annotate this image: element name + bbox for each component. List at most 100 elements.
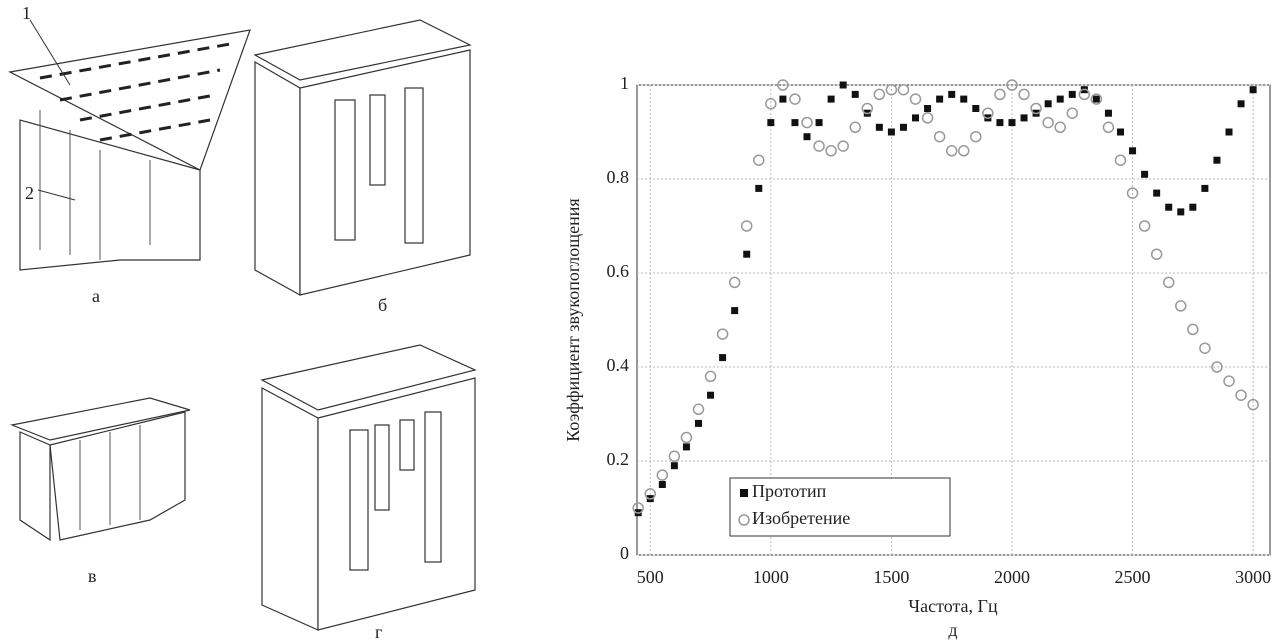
- point: [839, 81, 847, 89]
- point: [680, 431, 693, 444]
- point: [779, 95, 787, 103]
- point: [924, 105, 932, 112]
- point: [731, 307, 739, 315]
- point: [1247, 398, 1259, 411]
- x-tick-label: 2000: [994, 567, 1030, 587]
- point: [1126, 187, 1139, 199]
- x-tick-label: 3000: [1235, 567, 1271, 587]
- point: [1066, 107, 1079, 119]
- point: [1187, 323, 1199, 336]
- panel-label: д: [948, 620, 957, 640]
- point: [1141, 170, 1149, 178]
- y-tick-label: 0.6: [607, 261, 630, 281]
- point: [801, 116, 813, 129]
- point: [912, 114, 920, 122]
- point: [644, 488, 657, 500]
- point: [728, 276, 741, 289]
- point: [1044, 100, 1052, 108]
- point: [1189, 203, 1197, 211]
- callout: 2: [25, 183, 34, 203]
- panel-label: г: [375, 622, 382, 642]
- point: [873, 88, 886, 101]
- point: [1129, 147, 1137, 155]
- drawing-v: [9, 397, 191, 542]
- point: [1114, 154, 1127, 166]
- point: [825, 145, 837, 157]
- point: [875, 123, 883, 131]
- point: [767, 119, 775, 127]
- point: [1249, 86, 1257, 94]
- x-tick-label: 1500: [873, 567, 909, 587]
- point: [945, 145, 958, 157]
- point: [753, 154, 765, 166]
- point: [970, 130, 982, 143]
- point: [899, 123, 907, 131]
- point: [849, 121, 861, 134]
- point: [1162, 276, 1175, 289]
- point: [957, 145, 970, 157]
- point: [1030, 102, 1042, 115]
- point: [1006, 79, 1018, 91]
- point: [1153, 189, 1161, 197]
- legend-label: Прототип: [752, 481, 827, 501]
- point: [791, 119, 799, 127]
- point: [1104, 109, 1112, 117]
- y-axis-label: Коэффициент звукопоглощения: [563, 198, 583, 441]
- legend-box: [729, 477, 951, 537]
- panel-label: б: [378, 295, 387, 315]
- point: [682, 443, 690, 451]
- point: [1078, 88, 1091, 101]
- point: [996, 119, 1004, 127]
- x-tick-label: 500: [637, 567, 664, 587]
- legend-label: Изобретение: [752, 508, 850, 528]
- point: [1175, 300, 1187, 312]
- point: [719, 354, 727, 362]
- point: [692, 403, 705, 416]
- point: [1199, 342, 1211, 354]
- point: [1213, 156, 1221, 164]
- point: [909, 93, 922, 105]
- point: [740, 220, 753, 232]
- point: [897, 83, 910, 96]
- point: [789, 93, 801, 105]
- point: [1092, 95, 1100, 103]
- point: [1054, 121, 1066, 134]
- point: [668, 450, 681, 463]
- point: [885, 83, 898, 96]
- x-tick-label: 2500: [1115, 567, 1151, 587]
- point: [887, 128, 895, 136]
- point: [1237, 100, 1245, 108]
- point: [1235, 389, 1247, 401]
- point: [1018, 88, 1030, 101]
- point: [1225, 128, 1233, 136]
- point: [716, 328, 729, 340]
- point: [1165, 203, 1173, 211]
- point: [755, 184, 763, 192]
- drawing-g: [260, 344, 477, 631]
- point: [670, 462, 678, 470]
- point: [1008, 119, 1016, 127]
- point: [815, 119, 823, 127]
- x-tick-label: 1000: [753, 567, 789, 587]
- point: [1068, 90, 1076, 98]
- point: [743, 250, 751, 258]
- y-tick-label: 0.4: [607, 355, 630, 375]
- panel-label: в: [88, 566, 97, 586]
- point: [777, 79, 789, 91]
- point: [972, 105, 980, 112]
- point: [936, 95, 944, 103]
- point: [921, 112, 934, 124]
- point: [982, 107, 994, 119]
- point: [1223, 375, 1235, 387]
- point: [1201, 184, 1209, 192]
- y-tick-label: 0: [620, 543, 629, 563]
- point: [994, 88, 1006, 101]
- drawing-a: [8, 19, 251, 271]
- point: [1090, 93, 1103, 105]
- point: [704, 370, 717, 383]
- point: [1020, 114, 1028, 122]
- legend-marker: [740, 489, 748, 497]
- panel-label: а: [92, 286, 100, 306]
- point: [1211, 361, 1223, 373]
